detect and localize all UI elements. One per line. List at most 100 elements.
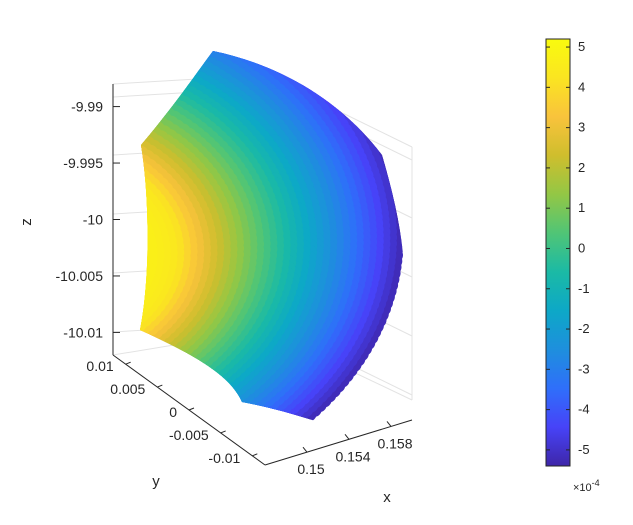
data-point [280, 58, 296, 74]
x-tick-label: 0.15 [297, 461, 324, 477]
data-point [140, 209, 146, 225]
data-point [190, 51, 206, 66]
data-point [206, 404, 222, 420]
data-point [285, 419, 301, 435]
data-point [249, 431, 265, 440]
data-point [123, 317, 138, 332]
data-point [248, 420, 264, 436]
data-point [220, 6, 235, 21]
data-point [140, 179, 144, 195]
data-point [214, 380, 230, 396]
data-point [185, 368, 201, 384]
data-point [112, 305, 127, 320]
data-point [216, 404, 232, 420]
data-point [285, 62, 301, 78]
data-point [217, 384, 233, 400]
data-point [140, 312, 144, 328]
data-point [140, 359, 146, 375]
data-point [177, 69, 193, 85]
data-point [107, 172, 122, 187]
data-point [104, 163, 119, 178]
data-point [316, 66, 332, 82]
data-point [153, 352, 169, 368]
data-point [330, 92, 346, 107]
data-point [261, 424, 277, 439]
data-point [176, 391, 192, 407]
data-point [116, 184, 131, 199]
data-point [107, 321, 122, 336]
data-point [353, 112, 369, 128]
data-point [210, 8, 225, 23]
data-point [113, 317, 128, 332]
data-point [170, 53, 186, 69]
data-point [287, 51, 303, 64]
data-point [140, 101, 152, 117]
x-tick-mark [302, 446, 308, 453]
data-point [190, 51, 206, 53]
data-point [121, 348, 136, 363]
data-point [216, 51, 232, 53]
data-point [140, 279, 150, 295]
data-point [163, 364, 179, 380]
data-point [203, 400, 218, 416]
data-point [182, 364, 198, 380]
data-point [140, 203, 142, 219]
data-point [176, 56, 192, 72]
data-point [253, 24, 268, 39]
data-point [282, 51, 297, 60]
data-point [123, 295, 138, 310]
data-point [308, 67, 324, 83]
data-point [140, 304, 145, 320]
data-point [120, 126, 135, 141]
data-point [140, 320, 142, 336]
data-point [183, 34, 198, 49]
data-point [124, 309, 139, 324]
data-point [114, 162, 129, 177]
data-point [239, 30, 254, 45]
data-point [200, 10, 215, 25]
data-point [218, 396, 234, 412]
data-point [257, 420, 273, 436]
data-point [140, 214, 150, 230]
data-point [166, 58, 182, 74]
data-point [186, 380, 202, 396]
data-point [187, 360, 203, 376]
data-point [282, 415, 297, 431]
data-point [342, 96, 358, 112]
data-point [276, 419, 292, 435]
data-point [224, 392, 240, 408]
data-point [248, 51, 264, 58]
data-point [210, 21, 225, 36]
z-tick-label: -9.995 [63, 155, 103, 171]
data-point [124, 184, 139, 199]
data-point [143, 105, 159, 121]
data-point [91, 170, 106, 185]
data-point [273, 428, 289, 440]
data-point [163, 75, 179, 91]
data-point [189, 372, 205, 388]
data-point [247, 408, 263, 423]
data-point [213, 423, 229, 439]
data-point [156, 356, 172, 372]
data-point [243, 12, 258, 27]
z-axis-label: z [18, 218, 35, 226]
data-point [107, 309, 122, 324]
data-point [140, 290, 142, 306]
data-point [124, 134, 139, 149]
data-point [260, 51, 276, 66]
data-point [153, 364, 169, 380]
y-tick-label: 0.01 [86, 358, 113, 374]
data-point [204, 380, 220, 396]
data-point [183, 376, 199, 392]
y-tick-mark [252, 453, 258, 457]
data-point [170, 383, 186, 399]
data-point [140, 355, 153, 371]
data-point [294, 63, 310, 78]
data-point [153, 375, 169, 391]
data-point [180, 51, 196, 67]
data-point [175, 356, 191, 372]
data-point [243, 435, 258, 440]
data-point [147, 100, 163, 116]
data-point [193, 51, 209, 61]
